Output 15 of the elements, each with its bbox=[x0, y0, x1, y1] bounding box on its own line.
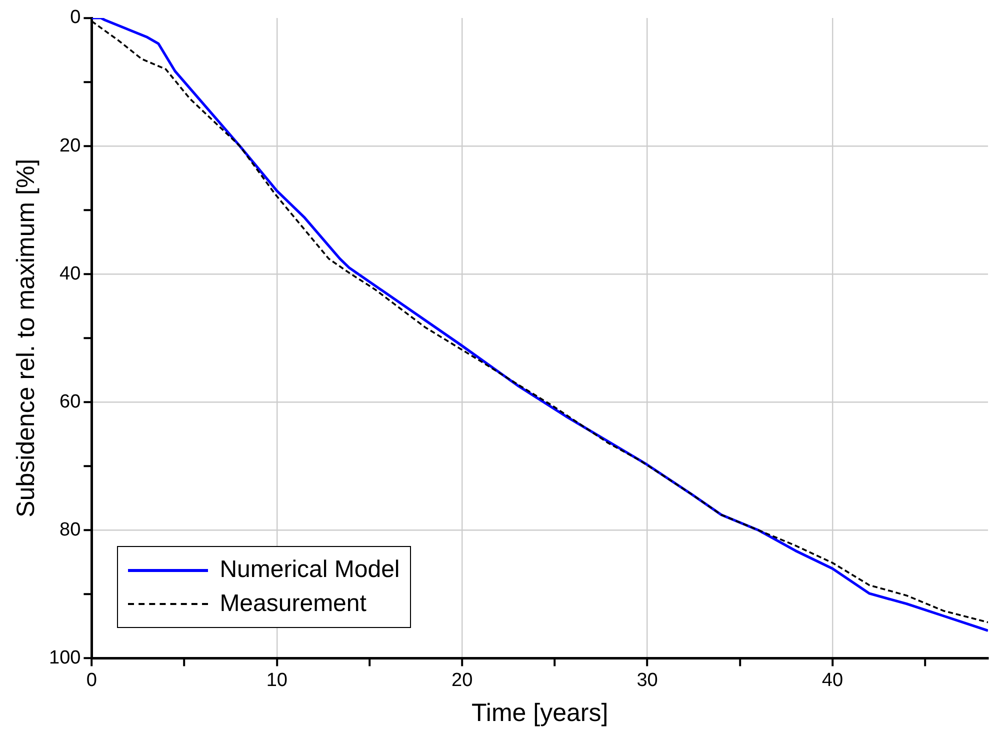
legend-label: Numerical Model bbox=[220, 556, 400, 584]
y-tick-label: 40 bbox=[60, 263, 81, 284]
legend-label: Measurement bbox=[220, 590, 366, 618]
x-tick-label: 30 bbox=[636, 670, 658, 691]
y-axis-title: Subsidence rel. to maximum [%] bbox=[12, 158, 40, 518]
y-tick-label: 80 bbox=[60, 519, 81, 540]
x-axis-title: Time [years] bbox=[472, 698, 608, 727]
x-tick-label: 40 bbox=[822, 670, 844, 691]
y-tick-label: 100 bbox=[49, 647, 81, 668]
y-tick-label: 0 bbox=[70, 7, 81, 28]
x-tick-label: 0 bbox=[86, 670, 97, 691]
y-tick-label: 20 bbox=[60, 135, 81, 156]
y-tick-label: 60 bbox=[60, 391, 81, 412]
x-tick-label: 10 bbox=[266, 670, 288, 691]
x-tick-label: 20 bbox=[452, 670, 473, 691]
